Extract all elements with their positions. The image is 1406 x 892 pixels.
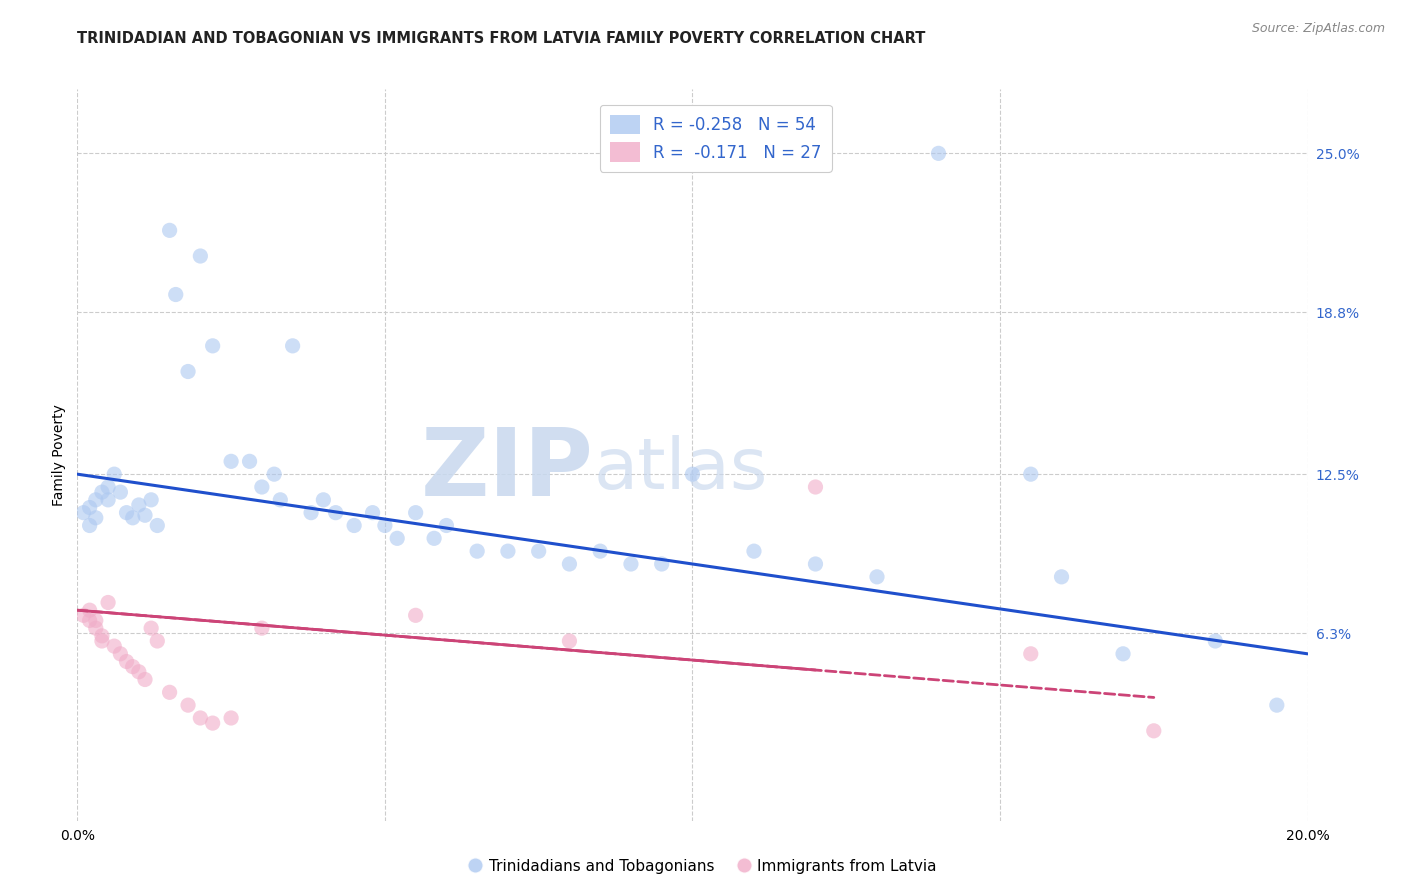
Point <box>682 467 704 482</box>
Point <box>496 544 519 558</box>
Point <box>159 685 181 699</box>
Point <box>134 508 156 523</box>
Point <box>79 500 101 515</box>
Text: TRINIDADIAN AND TOBAGONIAN VS IMMIGRANTS FROM LATVIA FAMILY POVERTY CORRELATION : TRINIDADIAN AND TOBAGONIAN VS IMMIGRANTS… <box>77 31 925 46</box>
Point <box>405 506 427 520</box>
Point <box>1050 570 1073 584</box>
Point <box>134 673 156 687</box>
Point <box>201 716 224 731</box>
Point <box>405 608 427 623</box>
Point <box>804 480 827 494</box>
Point <box>103 639 125 653</box>
Point <box>269 492 291 507</box>
Point <box>84 510 107 524</box>
Point <box>527 544 550 558</box>
Point <box>465 544 488 558</box>
Point <box>84 492 107 507</box>
Point <box>343 518 366 533</box>
Point <box>84 621 107 635</box>
Point <box>128 665 150 679</box>
Point <box>620 557 643 571</box>
Point <box>110 485 132 500</box>
Point <box>141 492 163 507</box>
Point <box>558 557 581 571</box>
Point <box>90 629 114 643</box>
Point <box>866 570 889 584</box>
Point <box>79 614 101 628</box>
Point <box>177 698 200 713</box>
Point <box>219 711 242 725</box>
Point <box>1112 647 1135 661</box>
Point <box>146 518 169 533</box>
Point <box>804 557 827 571</box>
Point <box>115 506 138 520</box>
Point <box>374 518 396 533</box>
Point <box>928 146 950 161</box>
Point <box>250 480 273 494</box>
Point <box>90 485 114 500</box>
Point <box>423 532 446 546</box>
Text: Source: ZipAtlas.com: Source: ZipAtlas.com <box>1251 22 1385 36</box>
Point <box>263 467 285 482</box>
Point <box>84 614 107 628</box>
Point <box>79 518 101 533</box>
Point <box>72 608 94 623</box>
Point <box>121 659 143 673</box>
Point <box>742 544 765 558</box>
Point <box>97 480 120 494</box>
Point <box>325 506 347 520</box>
Point <box>312 492 335 507</box>
Point <box>558 634 581 648</box>
Point <box>239 454 262 468</box>
Point <box>121 510 143 524</box>
Legend: Trinidadians and Tobagonians, Immigrants from Latvia: Trinidadians and Tobagonians, Immigrants… <box>463 853 943 880</box>
Text: ZIP: ZIP <box>422 424 595 516</box>
Point <box>159 223 181 237</box>
Point <box>361 506 384 520</box>
Point <box>201 339 224 353</box>
Point <box>72 506 94 520</box>
Point <box>177 364 200 378</box>
Y-axis label: Family Poverty: Family Poverty <box>52 404 66 506</box>
Point <box>1019 647 1042 661</box>
Point <box>97 492 120 507</box>
Point <box>128 498 150 512</box>
Point <box>79 603 101 617</box>
Point <box>115 655 138 669</box>
Point <box>188 711 212 725</box>
Text: atlas: atlas <box>595 435 769 504</box>
Point <box>1204 634 1226 648</box>
Point <box>146 634 169 648</box>
Point <box>165 287 187 301</box>
Point <box>651 557 673 571</box>
Point <box>188 249 212 263</box>
Point <box>589 544 612 558</box>
Point <box>141 621 163 635</box>
Point <box>1143 723 1166 738</box>
Point <box>299 506 322 520</box>
Point <box>385 532 409 546</box>
Point <box>97 595 120 609</box>
Point <box>110 647 132 661</box>
Legend: R = -0.258   N = 54, R =  -0.171   N = 27: R = -0.258 N = 54, R = -0.171 N = 27 <box>600 105 832 171</box>
Point <box>103 467 125 482</box>
Point <box>219 454 242 468</box>
Point <box>90 634 114 648</box>
Point <box>250 621 273 635</box>
Point <box>281 339 304 353</box>
Point <box>1019 467 1042 482</box>
Point <box>436 518 458 533</box>
Point <box>1265 698 1288 713</box>
